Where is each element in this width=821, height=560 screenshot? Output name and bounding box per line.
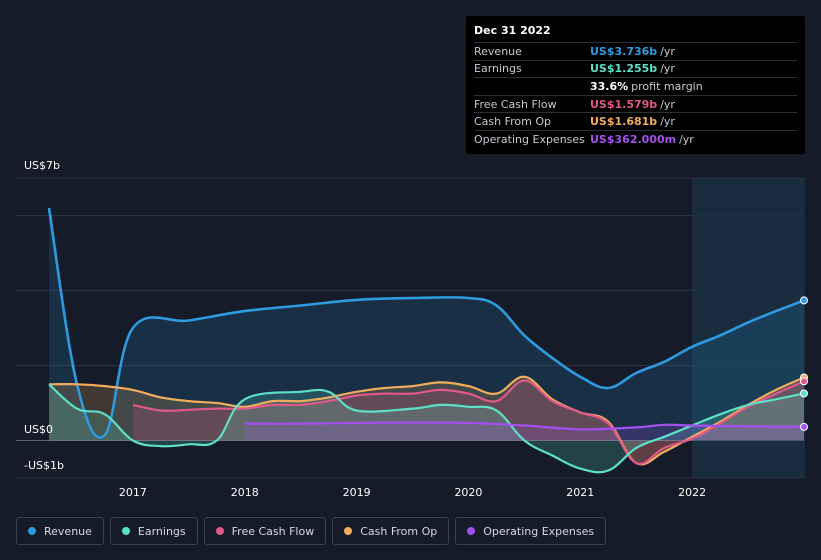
tooltip-row: Cash From Op US$1.681b/yr (474, 112, 797, 130)
gridlines (16, 177, 805, 479)
tooltip-date: Dec 31 2022 (474, 24, 551, 37)
earnings-end-point (800, 389, 808, 398)
tooltip-row-label: Earnings (474, 62, 522, 76)
series-end-markers (800, 296, 808, 431)
cash-from-op-area (49, 376, 804, 465)
series-lines (47, 207, 805, 474)
legend-label: Earnings (137, 524, 186, 538)
tooltip-rows: Revenue US$3.736b/yr Earnings US$1.255b/yr 3… (474, 42, 797, 148)
x-tick-label: 2017 (118, 486, 147, 499)
revenue-area (49, 208, 804, 441)
revenue-end-point (800, 296, 808, 305)
tooltip-row: 33.6% profit margin (474, 77, 797, 95)
tooltip-row-label: Cash From Op (474, 115, 552, 129)
tooltip-row-unit: /yr (660, 115, 675, 129)
legend-label: Revenue (44, 524, 92, 538)
chart-legend: Revenue Earnings Free Cash Flow Cash From O… (16, 517, 607, 545)
operating-expenses-line (244, 421, 805, 431)
tooltip-row-label: Operating Expenses (474, 132, 585, 146)
y-axis-label-bottom: -US$1b (24, 459, 64, 472)
legend-item-cash-from-op[interactable]: Cash From Op (332, 517, 450, 545)
y-axis-label-zero: US$0 (24, 423, 54, 436)
cash-from-op-line (48, 375, 805, 466)
tooltip-row-value: US$1.579b (590, 97, 658, 111)
legend-label: Operating Expenses (483, 524, 595, 538)
legend-item-revenue[interactable]: Revenue (16, 517, 104, 545)
legend-dot-icon (28, 527, 36, 535)
x-tick-label: 2021 (566, 486, 595, 499)
x-tick-label: 2019 (342, 486, 371, 499)
tooltip-row-value: US$362.000m (590, 132, 677, 146)
legend-label: Free Cash Flow (231, 524, 315, 538)
tooltip-row: Free Cash Flow US$1.579b/yr (474, 94, 797, 113)
tooltip-row-value: 33.6% (590, 79, 629, 93)
tooltip-row-unit: /yr (660, 97, 675, 111)
tooltip-row-label: Revenue (474, 44, 522, 58)
revenue-line (47, 207, 805, 439)
legend-item-earnings[interactable]: Earnings (109, 517, 198, 545)
y-axis-label-top: US$7b (24, 159, 61, 172)
legend-item-free-cash-flow[interactable]: Free Cash Flow (203, 517, 327, 545)
legend-dot-icon (121, 527, 130, 535)
tooltip-row-value: US$1.255b (590, 62, 658, 76)
free-cash-flow-end-point (800, 377, 808, 386)
legend-item-operating-expenses[interactable]: Operating Expenses (455, 517, 607, 545)
tooltip-row-unit: profit margin (631, 79, 703, 93)
legend-dot-icon (215, 527, 224, 535)
tooltip-row-label: Free Cash Flow (474, 97, 557, 111)
tooltip-row-unit: /yr (660, 62, 675, 76)
legend-label: Cash From Op (360, 524, 438, 538)
tooltip-row: Earnings US$1.255b/yr (474, 59, 797, 78)
x-tick-label: 2020 (454, 486, 483, 499)
tooltip-row-unit: /yr (660, 44, 675, 58)
tooltip-row-unit: /yr (679, 132, 694, 146)
free-cash-flow-line (132, 379, 805, 465)
legend-dot-icon (467, 527, 476, 535)
tooltip-row-value: US$3.736b (590, 44, 658, 58)
x-tick-label: 2018 (230, 486, 259, 499)
x-tick-label: 2022 (678, 486, 707, 499)
series-areas (49, 208, 804, 473)
tooltip-row: Operating Expenses US$362.000m/yr (474, 129, 797, 148)
tooltip-row-value: US$1.681b (590, 115, 658, 129)
operating-expenses-end-point (800, 422, 808, 431)
data-tooltip: Dec 31 2022 Revenue US$3.736b/yr Earnings U… (466, 16, 805, 154)
tooltip-row: Revenue US$3.736b/yr (474, 42, 797, 60)
legend-dot-icon (344, 527, 353, 535)
